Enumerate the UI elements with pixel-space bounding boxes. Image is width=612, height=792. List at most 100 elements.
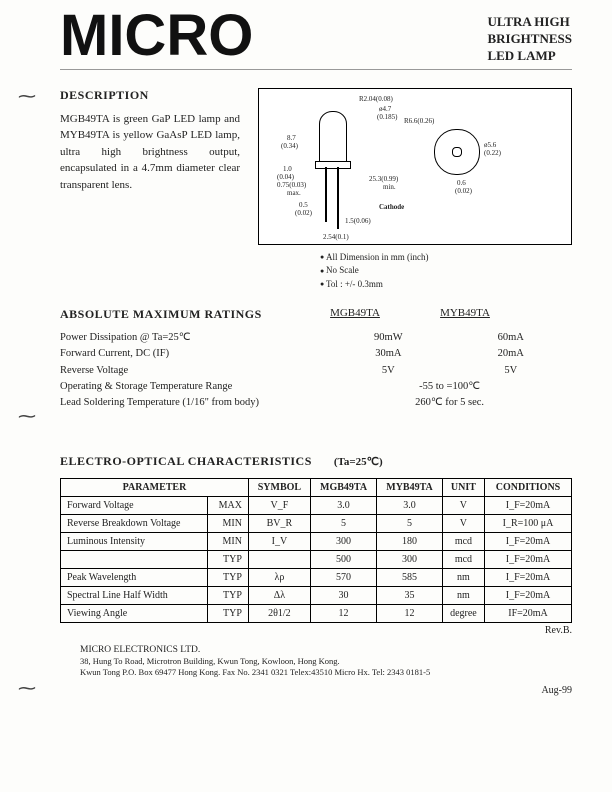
dim-label: ø5.6 bbox=[484, 141, 496, 149]
table-header: UNIT bbox=[442, 478, 484, 496]
ratings-value: -55 to =100℃ bbox=[327, 379, 572, 395]
dim-label: max. bbox=[287, 189, 301, 197]
param-name: Spectral Line Half Width bbox=[61, 586, 208, 604]
table-header: MYB49TA bbox=[377, 478, 443, 496]
ratings-row: Power Dissipation @ Ta=25℃ 90mW 60mA bbox=[60, 330, 572, 346]
dim-label: 1.0 bbox=[283, 165, 292, 173]
header-row: MICRO ULTRA HIGH BRIGHTNESS LED LAMP bbox=[60, 10, 572, 65]
led-side-view bbox=[319, 111, 347, 163]
title-line: BRIGHTNESS bbox=[487, 31, 572, 48]
description-text: MGB49TA is green GaP LED lamp and MYB49T… bbox=[60, 111, 240, 194]
table-header: MGB49TA bbox=[310, 478, 376, 496]
param-value-a: 300 bbox=[310, 532, 376, 550]
param-unit: mcd bbox=[442, 550, 484, 568]
ratings-table: Power Dissipation @ Ta=25℃ 90mW 60mA For… bbox=[60, 330, 572, 411]
dim-label: (0.04) bbox=[277, 173, 294, 181]
product-title: ULTRA HIGH BRIGHTNESS LED LAMP bbox=[487, 10, 572, 65]
dim-label: 8.7 bbox=[287, 134, 296, 142]
brand-logo: MICRO bbox=[60, 10, 253, 62]
param-value-a: 5 bbox=[310, 514, 376, 532]
param-name: Luminous Intensity bbox=[61, 532, 208, 550]
param-unit: nm bbox=[442, 586, 484, 604]
param-value-a: 30 bbox=[310, 586, 376, 604]
margin-mark: ⁓ bbox=[18, 406, 36, 427]
param-value-a: 12 bbox=[310, 604, 376, 622]
ratings-label: Power Dissipation @ Ta=25℃ bbox=[60, 330, 327, 346]
title-line: LED LAMP bbox=[487, 48, 572, 65]
eo-table: PARAMETER SYMBOL MGB49TA MYB49TA UNIT CO… bbox=[60, 478, 572, 623]
dim-label: R2.04(0.08) bbox=[359, 95, 393, 103]
ratings-row: Forward Current, DC (IF) 30mA 20mA bbox=[60, 346, 572, 362]
ratings-col-header: MYB49TA bbox=[410, 307, 520, 330]
param-symbol: BV_R bbox=[248, 514, 310, 532]
param-conditions: I_F=20mA bbox=[485, 586, 572, 604]
margin-mark: ⁓ bbox=[18, 86, 36, 107]
ratings-value: 260℃ for 5 sec. bbox=[327, 395, 572, 411]
dim-label: R6.6(0.26) bbox=[404, 117, 434, 125]
param-name: Forward Voltage bbox=[61, 496, 208, 514]
ratings-label: Forward Current, DC (IF) bbox=[60, 346, 327, 362]
title-line: ULTRA HIGH bbox=[487, 14, 572, 31]
param-unit: V bbox=[442, 514, 484, 532]
address-line: 38, Hung To Road, Microtron Building, Kw… bbox=[80, 656, 572, 667]
table-header: CONDITIONS bbox=[485, 478, 572, 496]
dim-label: (0.02) bbox=[455, 187, 472, 195]
param-conditions: I_R=100 μA bbox=[485, 514, 572, 532]
eo-condition: (Ta=25℃) bbox=[334, 456, 383, 468]
ratings-label: Operating & Storage Temperature Range bbox=[60, 379, 327, 395]
note-item: All Dimension in mm (inch) bbox=[320, 251, 572, 265]
dim-label: (0.22) bbox=[484, 149, 501, 157]
param-conditions: I_F=20mA bbox=[485, 532, 572, 550]
param-value-b: 12 bbox=[377, 604, 443, 622]
footer: MICRO ELECTRONICS LTD. 38, Hung To Road,… bbox=[80, 644, 572, 678]
dim-label: 1.5(0.06) bbox=[345, 217, 371, 225]
dim-label: min. bbox=[383, 183, 396, 191]
diagram-notes: All Dimension in mm (inch) No Scale Tol … bbox=[280, 251, 572, 292]
ratings-heading: ABSOLUTE MAXIMUM RATINGS bbox=[60, 307, 300, 322]
table-row: Spectral Line Half WidthTYPΔλ3035nmI_F=2… bbox=[61, 586, 572, 604]
led-top-inner bbox=[452, 147, 462, 157]
param-symbol: Δλ bbox=[248, 586, 310, 604]
dim-label: (0.185) bbox=[377, 113, 397, 121]
param-value-a: 570 bbox=[310, 568, 376, 586]
note-item: Tol : +/- 0.3mm bbox=[320, 278, 572, 292]
param-unit: mcd bbox=[442, 532, 484, 550]
param-value-b: 180 bbox=[377, 532, 443, 550]
eo-heading-row: ELECTRO-OPTICAL CHARACTERISTICS (Ta=25℃) bbox=[60, 452, 572, 470]
led-lead bbox=[337, 167, 339, 229]
param-unit: V bbox=[442, 496, 484, 514]
table-row: Viewing AngleTYP2θ1/21212degreeIF=20mA bbox=[61, 604, 572, 622]
ratings-value: 30mA bbox=[327, 346, 449, 362]
ratings-label: Lead Soldering Temperature (1/16" from b… bbox=[60, 395, 327, 411]
param-unit: degree bbox=[442, 604, 484, 622]
param-symbol: I_V bbox=[248, 532, 310, 550]
led-lead bbox=[325, 167, 327, 222]
dim-label: 25.3(0.99) bbox=[369, 175, 398, 183]
table-header: PARAMETER bbox=[61, 478, 249, 496]
dim-label: 2.54(0.1) bbox=[323, 233, 349, 241]
table-row: Luminous IntensityMINI_V300180mcdI_F=20m… bbox=[61, 532, 572, 550]
ratings-row: Operating & Storage Temperature Range -5… bbox=[60, 379, 572, 395]
date-label: Aug-99 bbox=[541, 685, 572, 696]
param-conditions: I_F=20mA bbox=[485, 550, 572, 568]
param-symbol: λρ bbox=[248, 568, 310, 586]
param-conditions: I_F=20mA bbox=[485, 568, 572, 586]
param-name bbox=[61, 550, 208, 568]
ratings-value: 5V bbox=[450, 363, 572, 379]
eo-heading: ELECTRO-OPTICAL CHARACTERISTICS bbox=[60, 454, 312, 468]
param-unit: nm bbox=[442, 568, 484, 586]
address-line: Kwun Tong P.O. Box 69477 Hong Kong. Fax … bbox=[80, 667, 572, 678]
param-minmax: TYP bbox=[208, 568, 249, 586]
ratings-value: 90mW bbox=[327, 330, 449, 346]
ratings-value: 20mA bbox=[450, 346, 572, 362]
ratings-label: Reverse Voltage bbox=[60, 363, 327, 379]
param-minmax: MIN bbox=[208, 514, 249, 532]
param-symbol: 2θ1/2 bbox=[248, 604, 310, 622]
description-heading: DESCRIPTION bbox=[60, 88, 240, 103]
table-header-row: PARAMETER SYMBOL MGB49TA MYB49TA UNIT CO… bbox=[61, 478, 572, 496]
param-value-b: 300 bbox=[377, 550, 443, 568]
param-minmax: TYP bbox=[208, 604, 249, 622]
param-symbol bbox=[248, 550, 310, 568]
param-value-b: 3.0 bbox=[377, 496, 443, 514]
param-value-b: 585 bbox=[377, 568, 443, 586]
